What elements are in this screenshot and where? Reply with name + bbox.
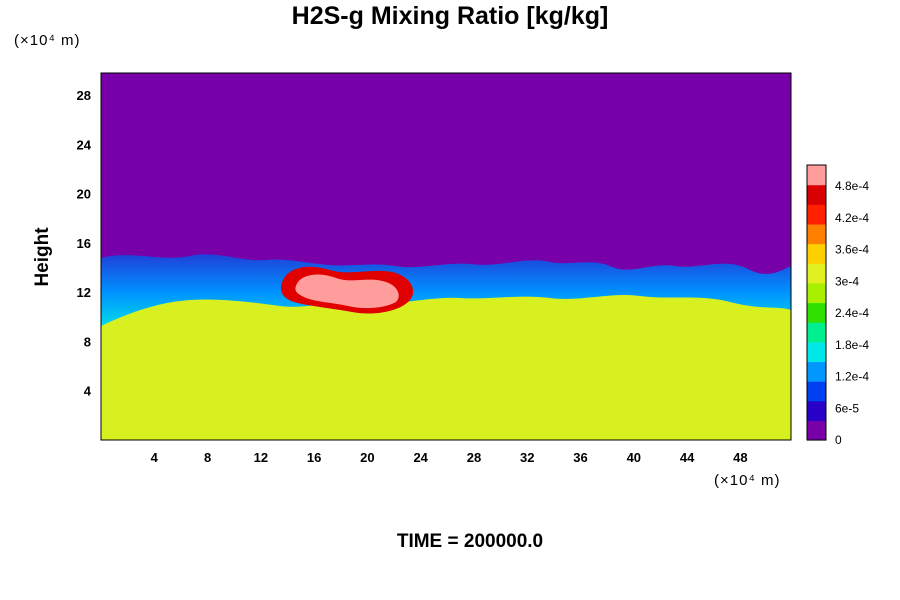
colorbar-segment: [807, 400, 826, 421]
x-tick-label: 32: [520, 450, 534, 465]
colorbar-segment: [807, 341, 826, 363]
x-tick-label: 20: [360, 450, 374, 465]
x-tick-labels: 4 8 12 16 20 24 28 32 36 40 44 48: [151, 450, 748, 465]
colorbar-tick-label: 0: [835, 433, 842, 447]
colorbar-segment: [807, 184, 826, 205]
colorbar-tick-label: 1.2e-4: [835, 370, 869, 384]
colorbar-segment: [807, 381, 826, 402]
chart-title: H2S-g Mixing Ratio [kg/kg]: [291, 2, 609, 30]
colorbar-segment: [807, 322, 826, 343]
x-tick-label: 28: [467, 450, 481, 465]
lower-region: [101, 295, 791, 440]
colorbar-tick-labels: 0 6e-5 1.2e-4 1.8e-4 2.4e-4 3e-4 3.6e-4 4.2e-4 4…: [835, 179, 869, 447]
x-axis-unit: (×10⁴ m): [714, 472, 781, 489]
colorbar-segment: [807, 223, 826, 245]
colorbar: [807, 165, 826, 441]
y-tick-label: 20: [77, 187, 91, 202]
colorbar-segment: [807, 420, 826, 441]
colorbar-tick-label: 1.8e-4: [835, 338, 869, 352]
colorbar-tick-label: 4.2e-4: [835, 211, 869, 225]
x-tick-label: 12: [254, 450, 268, 465]
colorbar-segment: [807, 302, 826, 323]
y-tick-labels: 4 8 12 16 20 24 28: [77, 88, 92, 399]
x-tick-label: 24: [413, 450, 428, 465]
x-tick-label: 48: [733, 450, 747, 465]
x-tick-label: 4: [151, 450, 159, 465]
colorbar-segment: [807, 263, 826, 284]
y-tick-label: 12: [77, 285, 91, 300]
x-tick-label: 44: [680, 450, 695, 465]
colorbar-tick-label: 3.6e-4: [835, 243, 869, 257]
colorbar-segment: [807, 204, 826, 225]
x-tick-label: 8: [204, 450, 211, 465]
colorbar-frame: [806, 164, 827, 441]
colorbar-segment: [807, 165, 826, 186]
y-tick-label: 4: [84, 384, 92, 399]
colorbar-tick-label: 6e-5: [835, 401, 859, 415]
x-tick-label: 40: [627, 450, 641, 465]
x-tick-label: 16: [307, 450, 321, 465]
y-tick-label: 16: [77, 236, 91, 251]
y-tick-label: 24: [77, 137, 92, 152]
peak-plume: [295, 274, 399, 309]
colorbar-tick-label: 4.8e-4: [835, 179, 869, 193]
x-tick-label: 36: [573, 450, 587, 465]
y-tick-label: 28: [77, 88, 91, 103]
y-tick-label: 8: [84, 334, 91, 349]
plot-frame: [100, 72, 792, 441]
y-axis-unit: (×10⁴ m): [14, 32, 81, 49]
colorbar-segment: [807, 361, 826, 382]
time-label: TIME = 200000.0: [396, 531, 544, 552]
colorbar-segment: [807, 282, 826, 304]
colorbar-tick-label: 2.4e-4: [835, 306, 869, 320]
colorbar-tick-label: 3e-4: [835, 274, 859, 288]
colorbar-segment: [807, 243, 826, 264]
